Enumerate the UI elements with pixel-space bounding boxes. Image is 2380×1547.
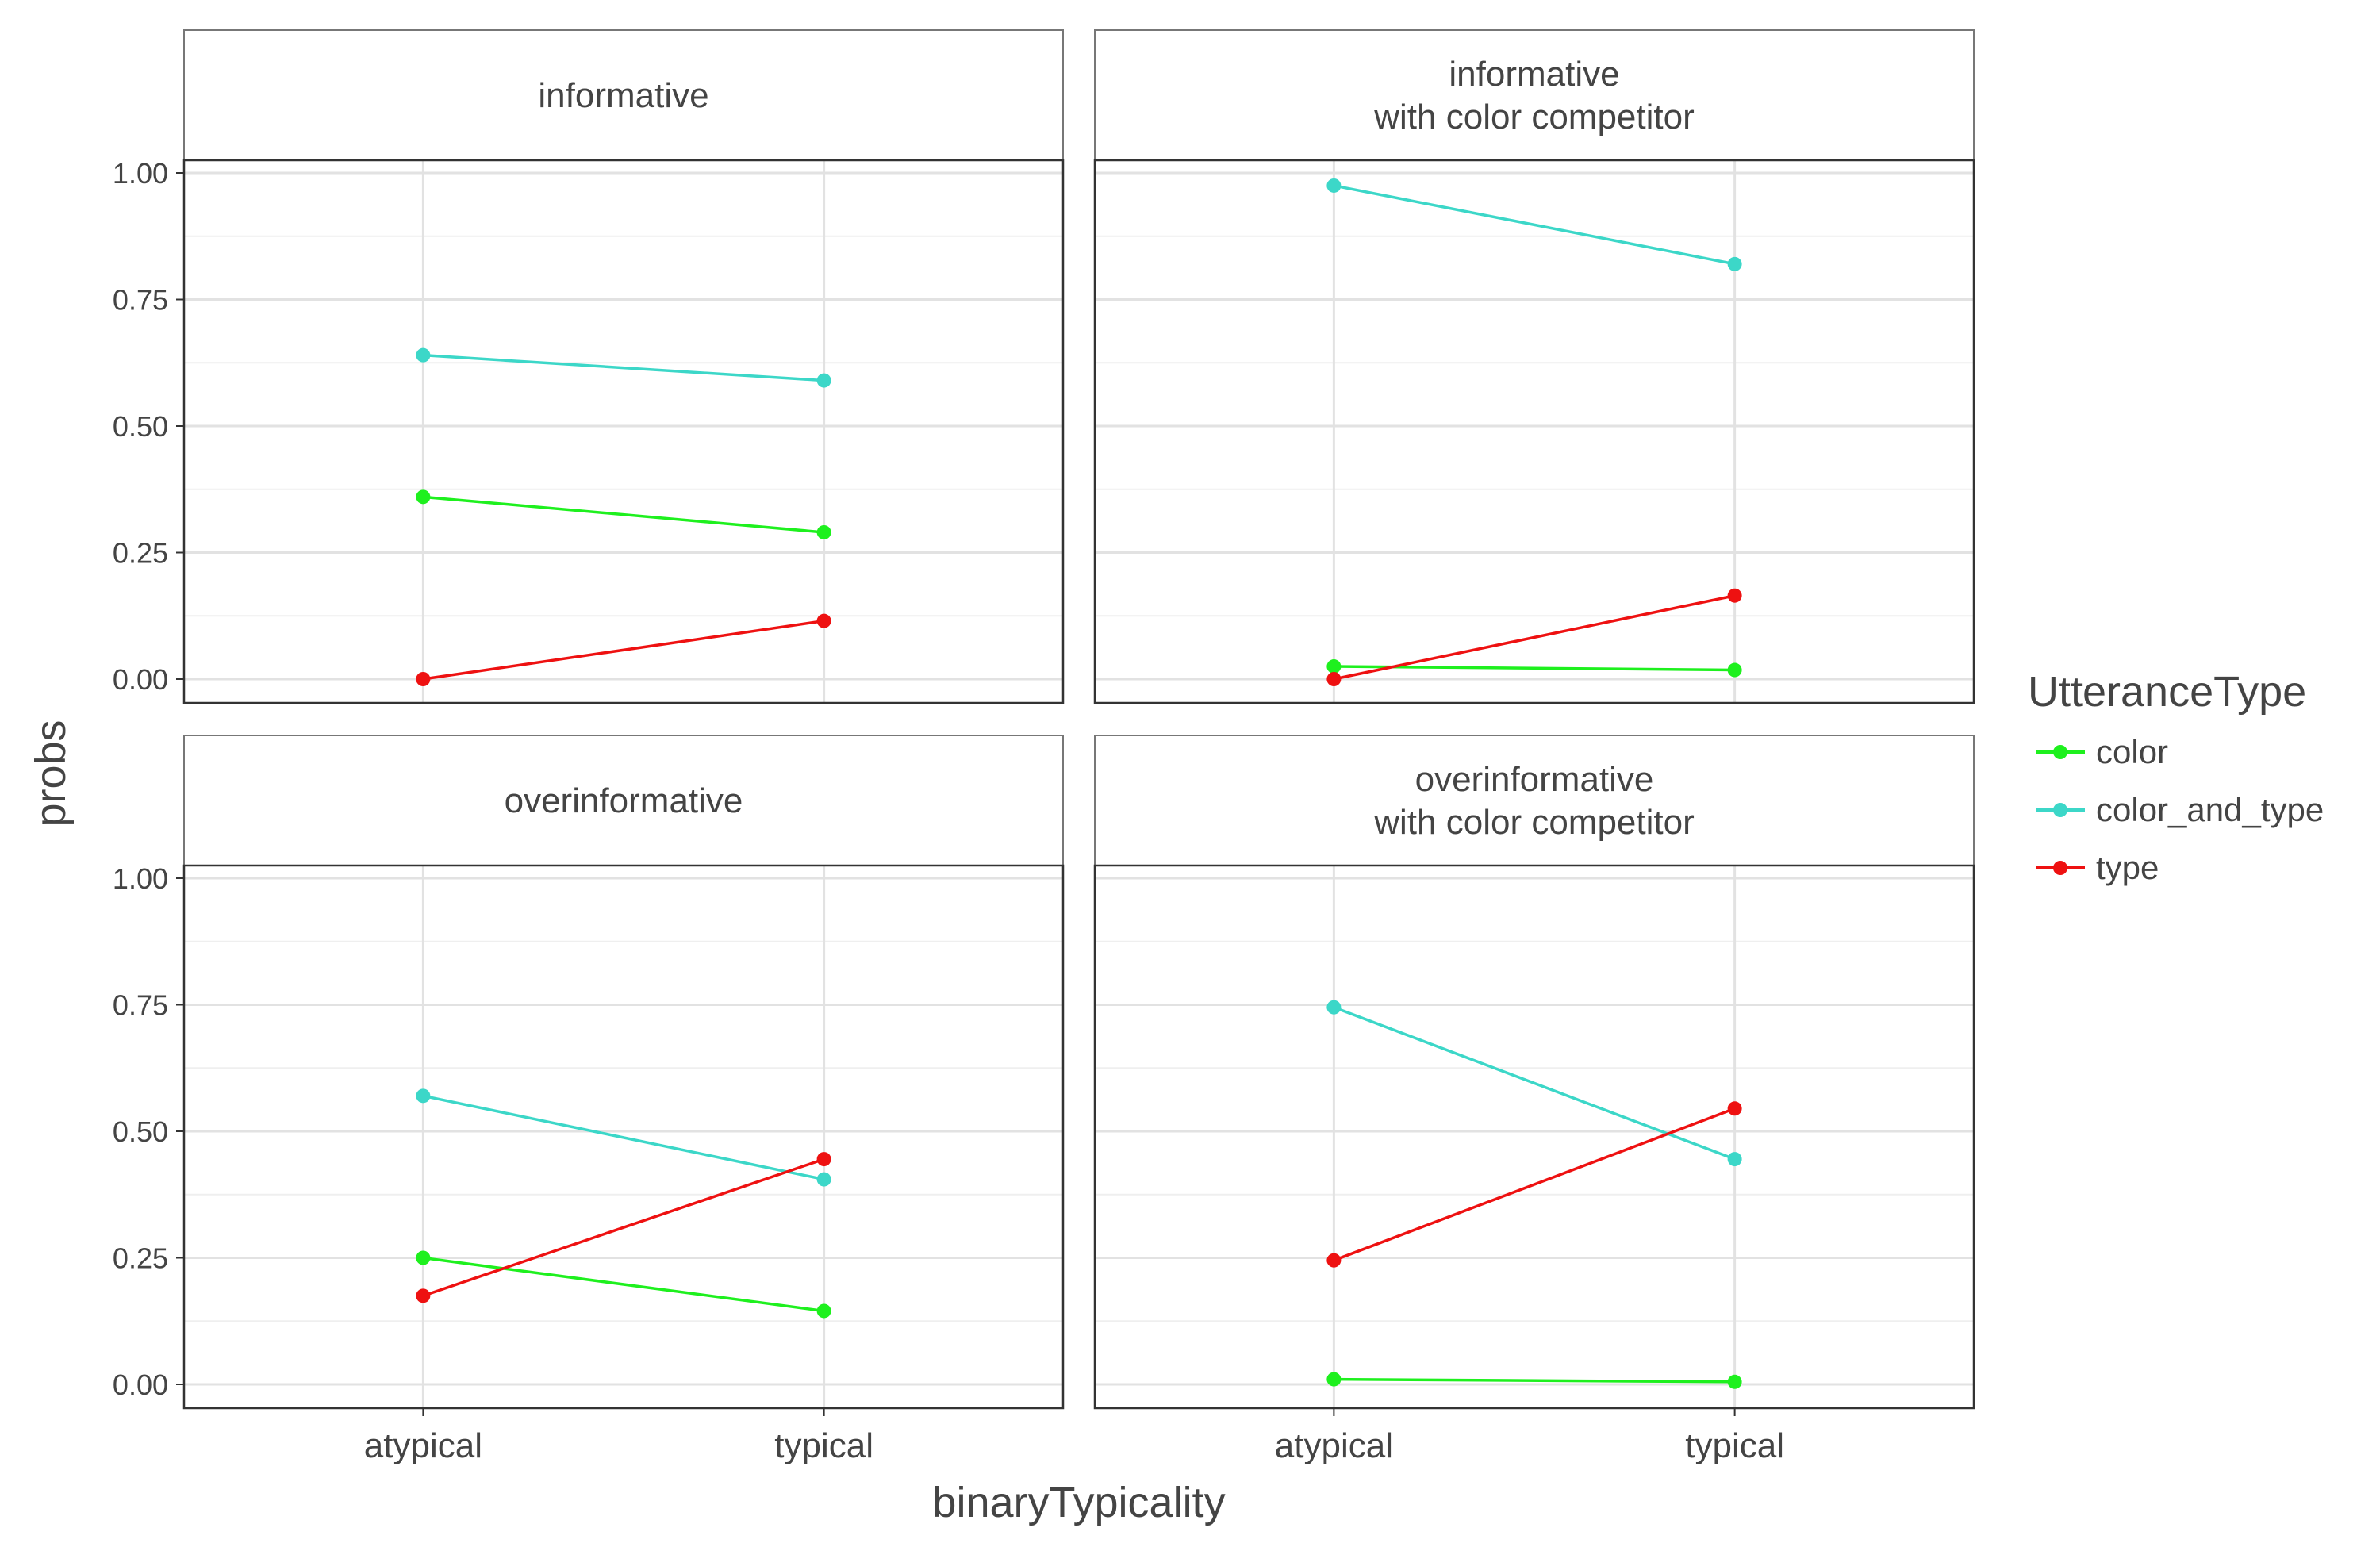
facet-strip (1094, 29, 1975, 161)
y-tick-label: 1.00 (113, 157, 168, 190)
data-point-color (1727, 1374, 1742, 1389)
facet-title-line: informative (538, 76, 708, 115)
y-tick-label: 0.75 (113, 284, 168, 317)
data-point-color_and_type (1326, 178, 1342, 193)
panel-background (1095, 160, 1974, 703)
legend-label: color (2096, 733, 2168, 770)
data-point-type (416, 1288, 431, 1303)
facet-title-line: overinformative (505, 781, 743, 820)
data-point-color (816, 524, 831, 539)
series-line-type (1333, 1107, 1736, 1262)
facet-panel-0: informative 0.00 0.25 0.50 0.75 1.00 (113, 29, 1065, 704)
data-point-type (1326, 672, 1342, 686)
legend-key-point (2053, 861, 2067, 875)
data-point-color_and_type (416, 1088, 431, 1104)
facet-title-line: with color competitor (1373, 98, 1694, 136)
data-point-type (816, 613, 831, 628)
y-tick-label: 0.00 (113, 1368, 168, 1401)
x-axis-title: binaryTypicality (932, 1479, 1225, 1526)
data-point-type (816, 1152, 831, 1167)
x-tick-label: typical (1685, 1426, 1784, 1465)
data-point-color_and_type (416, 347, 431, 363)
series-line-color_and_type (423, 1094, 824, 1181)
panel-border (1093, 864, 1975, 1410)
legend-key-point (2053, 803, 2067, 817)
legend-title: UtteranceType (2028, 668, 2306, 716)
series-line-color (423, 1256, 824, 1313)
series-line-type (423, 619, 824, 681)
data-point-color (1326, 1372, 1342, 1387)
panel-background (1095, 866, 1974, 1408)
facet-strip (183, 735, 1064, 866)
series-line-color_and_type (423, 353, 824, 382)
y-tick-label: 0.25 (113, 1242, 168, 1275)
legend-key-point (2053, 745, 2067, 759)
facet-title-line: overinformative (1415, 760, 1654, 799)
data-point-type (416, 672, 431, 686)
panel-border (182, 159, 1065, 704)
data-point-color_and_type (1727, 1152, 1742, 1167)
y-tick-label: 0.25 (113, 537, 168, 570)
data-point-color_and_type (1727, 256, 1742, 271)
facet-title-line: with color competitor (1373, 803, 1694, 842)
y-tick-label: 0.50 (113, 1115, 168, 1148)
data-point-color (816, 1303, 831, 1319)
data-point-color (1326, 659, 1342, 674)
facet-strip (1094, 735, 1975, 866)
facet-title-line: informative (1449, 55, 1619, 94)
panel-border (182, 864, 1065, 1410)
y-tick-label: 1.00 (113, 862, 168, 895)
panel-border (1093, 159, 1975, 704)
x-tick-label: atypical (364, 1426, 482, 1465)
data-point-color (416, 1250, 431, 1265)
panel-background (184, 160, 1063, 703)
series-line-type (1334, 594, 1735, 681)
y-tick-label: 0.50 (113, 410, 168, 443)
series-line-color (423, 495, 824, 534)
data-point-color (416, 489, 431, 505)
series-line-type (422, 1157, 825, 1298)
y-axis-title: probs (27, 720, 75, 827)
x-tick-label: atypical (1275, 1426, 1393, 1465)
series-line-color (1334, 665, 1735, 672)
series-line-color (1334, 1377, 1735, 1384)
data-point-color_and_type (1326, 1000, 1342, 1015)
facet-strip (183, 29, 1064, 161)
series-line-color_and_type (1334, 184, 1735, 266)
data-point-color_and_type (816, 1172, 831, 1187)
data-point-type (1727, 1101, 1742, 1116)
legend-label: color_and_type (2096, 791, 2324, 828)
data-point-color (1727, 662, 1742, 678)
facet-panel-3: overinformative with color competitor atyp… (1093, 735, 1975, 1465)
data-point-type (1326, 1253, 1342, 1268)
x-tick-label: typical (774, 1426, 873, 1465)
data-point-type (1727, 588, 1742, 603)
facet-panel-2: overinformative 0.00 0.25 0.50 0.75 1.00 atypi… (113, 735, 1065, 1465)
y-tick-label: 0.00 (113, 663, 168, 696)
data-point-color_and_type (816, 373, 831, 388)
legend-label: type (2096, 849, 2159, 886)
y-tick-label: 0.75 (113, 989, 168, 1022)
facet-panel-1: informative with color competitor (1093, 29, 1975, 704)
